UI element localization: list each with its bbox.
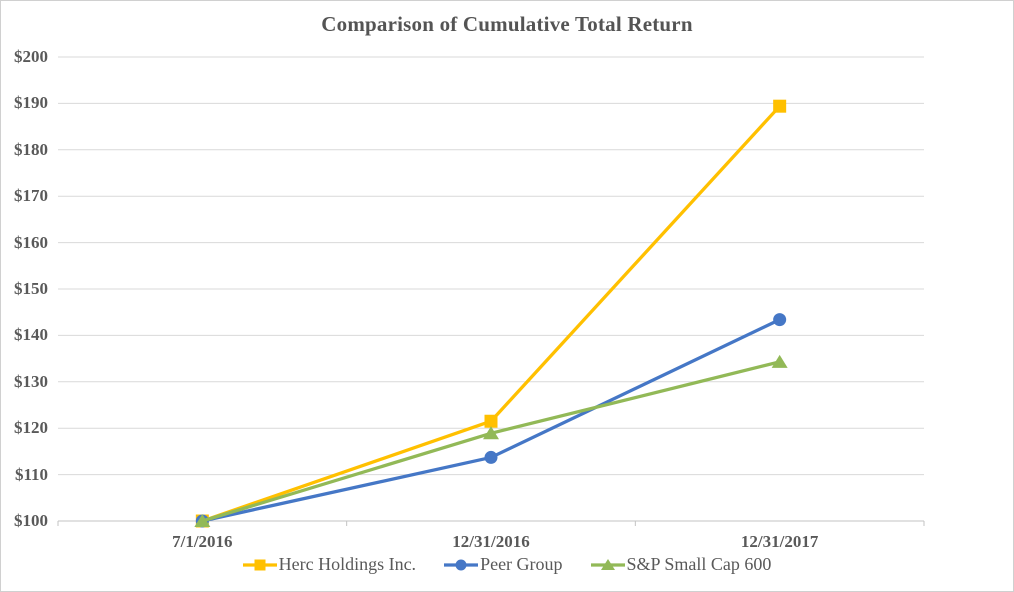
x-tick-label: 12/31/2017 — [740, 532, 819, 551]
legend-square-marker-icon — [254, 559, 266, 570]
x-tick-label: 12/31/2016 — [452, 532, 530, 551]
legend-item: Peer Group — [444, 554, 563, 575]
chart-title: Comparison of Cumulative Total Return — [321, 12, 693, 36]
legend-circle-marker-icon — [455, 559, 467, 570]
triangle-marker-icon — [483, 426, 499, 440]
y-tick-label: $100 — [14, 511, 48, 530]
legend-label: S&P Small Cap 600 — [626, 554, 772, 574]
square-marker-icon — [484, 414, 498, 428]
y-tick-label: $110 — [14, 464, 48, 484]
y-tick-label: $150 — [14, 279, 48, 298]
circle-marker-icon — [773, 313, 787, 327]
legend-triangle-icon — [590, 558, 625, 570]
legend-label: Peer Group — [480, 554, 563, 574]
legend-label: Herc Holdings Inc. — [278, 554, 417, 574]
y-tick-label: $170 — [14, 186, 48, 206]
triangle-marker-icon — [194, 514, 211, 527]
series-line — [200, 360, 782, 523]
x-tick-label: 7/1/2016 — [172, 532, 233, 551]
y-tick-label: $190 — [14, 93, 48, 113]
legend-item: S&P Small Cap 600 — [590, 554, 772, 575]
y-tick-label: $140 — [14, 325, 48, 345]
y-tick-label: $160 — [14, 232, 48, 252]
y-tick-label: $130 — [14, 371, 48, 391]
y-tick-label: $180 — [14, 139, 48, 159]
legend: Herc Holdings Inc. Peer Group S&P Small Ca… — [1, 554, 1013, 575]
legend-item: Herc Holdings Inc. — [242, 554, 417, 575]
legend-triangle-marker-icon — [600, 558, 615, 570]
legend-circle-icon — [444, 559, 479, 570]
y-tick-label: $120 — [14, 418, 48, 438]
circle-marker-icon — [484, 450, 498, 464]
legend-square-icon — [242, 559, 277, 570]
square-marker-icon — [773, 99, 787, 113]
y-tick-label: $200 — [14, 47, 48, 66]
triangle-marker-icon — [771, 354, 788, 368]
